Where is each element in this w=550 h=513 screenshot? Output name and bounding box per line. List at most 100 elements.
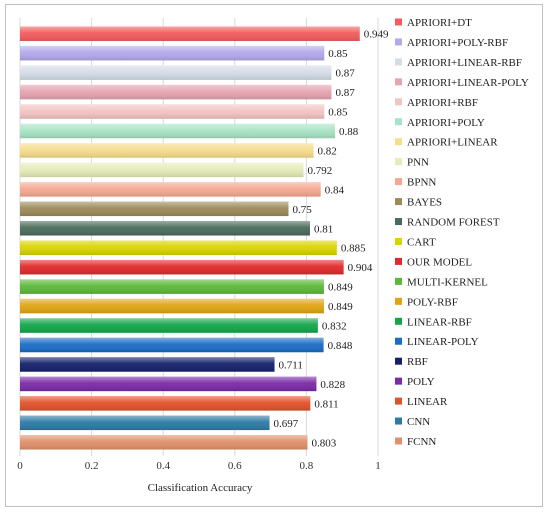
value-label: 0.849 [328, 282, 353, 294]
legend-label: RANDOM FOREST [407, 217, 500, 229]
value-labels-group: 0.949 0.85 0.87 0.87 0.85 0.880.82 0.792 0.84 0.… [274, 29, 389, 450]
legend: APRIORI+DT APRIORI+POLY-RBF APRIORI+LINEAR… [395, 17, 529, 448]
legend-swatch [395, 118, 402, 126]
legend-swatch [395, 198, 402, 206]
legend-swatch [395, 437, 402, 445]
bar-highlight [20, 298, 324, 314]
legend-swatch [395, 38, 402, 46]
value-label: 0.828 [320, 379, 345, 391]
bar-highlight [20, 435, 308, 450]
legend-label: APRIORI+POLY-RBF [407, 37, 508, 49]
bar-highlight [20, 45, 325, 61]
x-tick-label: 0 [17, 460, 23, 472]
value-label: 0.803 [311, 437, 336, 449]
bar-highlight [20, 240, 337, 255]
bar-highlight [20, 104, 325, 119]
legend-label: APRIORI+LINEAR-RBF [407, 57, 522, 69]
value-label: 0.904 [348, 262, 373, 274]
legend-swatch [395, 18, 402, 26]
bar-highlight [20, 221, 310, 236]
legend-swatch [395, 317, 402, 325]
bar-highlight [20, 396, 311, 411]
value-label: 0.711 [279, 359, 303, 371]
bar-highlight [20, 201, 289, 217]
value-label: 0.85 [328, 107, 348, 119]
legend-label: LINEAR-RBF [407, 316, 472, 328]
legend-label: FCNN [407, 436, 436, 448]
x-axis-title: Classification Accuracy [148, 482, 253, 494]
legend-swatch [395, 178, 402, 186]
value-label: 0.84 [325, 184, 345, 196]
legend-swatch [395, 417, 402, 425]
legend-swatch [395, 297, 402, 305]
bars-group [20, 26, 360, 450]
value-label: 0.697 [274, 418, 299, 430]
legend-swatch [395, 397, 402, 405]
x-tick-label: 0.2 [85, 460, 99, 472]
legend-label: RBF [407, 356, 428, 368]
value-label: 0.832 [322, 321, 347, 333]
legend-swatch [395, 58, 402, 66]
legend-swatch [395, 257, 402, 265]
legend-label: POLY-RBF [407, 296, 458, 308]
legend-swatch [395, 237, 402, 245]
bar-highlight [20, 65, 332, 80]
legend-swatch [395, 337, 402, 345]
bar-highlight [20, 84, 332, 100]
x-axis-ticks: 0 0.2 0.4 0.6 0.8 1 [17, 460, 381, 472]
bar-highlight [20, 376, 317, 392]
legend-label: APRIORI+LINEAR-POLY [407, 77, 529, 89]
value-label: 0.792 [308, 165, 333, 177]
x-tick-label: 0.4 [156, 460, 170, 472]
legend-label: CART [407, 236, 436, 248]
legend-label: CNN [407, 416, 430, 428]
bar-highlight [20, 26, 360, 41]
legend-label: BPNN [407, 177, 436, 189]
legend-swatch [395, 357, 402, 365]
value-label: 0.87 [335, 68, 355, 80]
value-label: 0.885 [341, 243, 366, 255]
value-label: 0.82 [318, 145, 337, 157]
bar-highlight [20, 182, 321, 197]
bar-highlight [20, 337, 324, 353]
legend-label: PNN [407, 157, 429, 169]
x-tick-label: 0.6 [228, 460, 242, 472]
value-label: 0.88 [339, 126, 359, 138]
value-label: 0.87 [335, 87, 355, 99]
x-tick-label: 1 [375, 460, 381, 472]
value-label: 0.849 [328, 301, 353, 313]
bar-highlight [20, 279, 324, 294]
value-label: 0.811 [314, 398, 338, 410]
legend-label: OUR MODEL [407, 256, 472, 268]
value-label: 0.85 [328, 48, 348, 60]
bar-highlight [20, 143, 314, 158]
bar-highlight [20, 259, 344, 275]
legend-label: APRIORI+DT [407, 17, 472, 29]
legend-label: LINEAR [407, 396, 448, 408]
legend-swatch [395, 377, 402, 385]
legend-swatch [395, 158, 402, 166]
legend-swatch [395, 277, 402, 285]
legend-label: APRIORI+RBF [407, 97, 478, 109]
legend-label: APRIORI+POLY [407, 117, 485, 129]
bar-highlight [20, 318, 318, 333]
x-tick-label: 0.8 [300, 460, 314, 472]
bar-highlight [20, 162, 304, 178]
legend-label: BAYES [407, 197, 442, 209]
legend-label: LINEAR-POLY [407, 336, 479, 348]
value-label: 0.81 [314, 223, 333, 235]
bar-highlight [20, 123, 336, 139]
legend-label: APRIORI+LINEAR [407, 137, 498, 149]
legend-label: POLY [407, 376, 435, 388]
bar-highlight [20, 415, 270, 431]
legend-swatch [395, 78, 402, 86]
bar-highlight [20, 357, 275, 372]
value-label: 0.949 [364, 29, 389, 41]
value-label: 0.75 [293, 204, 313, 216]
value-label: 0.848 [328, 340, 353, 352]
legend-swatch [395, 138, 402, 146]
legend-swatch [395, 218, 402, 226]
legend-swatch [395, 98, 402, 106]
legend-label: MULTI-KERNEL [407, 276, 488, 288]
